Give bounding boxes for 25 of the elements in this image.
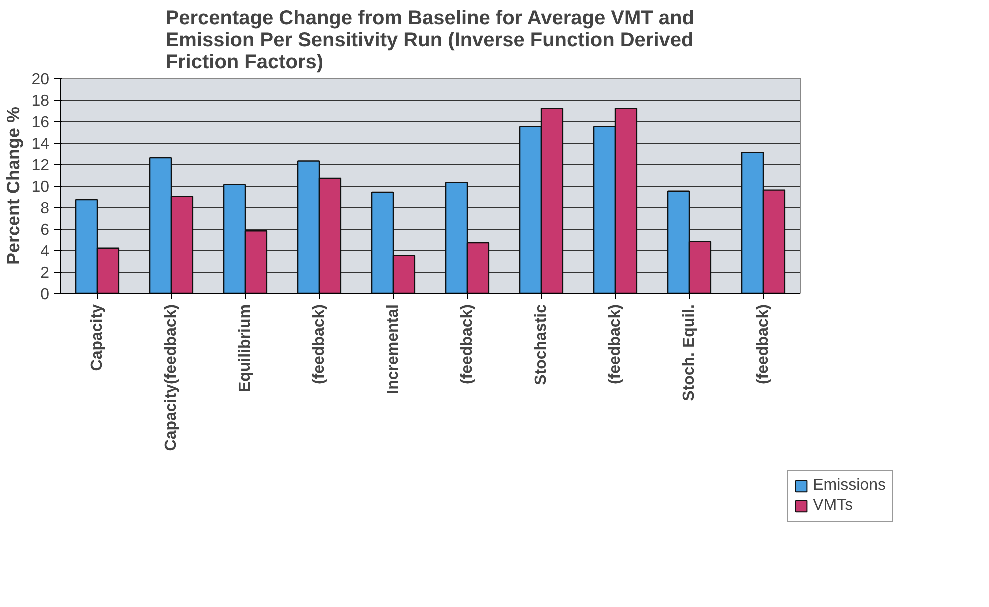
y-tick-label: 2	[40, 265, 50, 282]
legend-label: VMTs	[813, 497, 854, 515]
x-tick-label: (feedback)	[755, 304, 772, 385]
y-tick-label: 14	[32, 136, 50, 153]
y-tick-label: 8	[40, 200, 50, 218]
x-tick-label: Capacity	[89, 304, 106, 372]
x-tick-label: Equilibrium	[237, 304, 254, 392]
y-axis-title: Percent Change %	[4, 106, 24, 266]
y-tick-label: 0	[40, 286, 50, 304]
chart-title: Percentage Change from Baseline for Average VMT and Emission Per Sensitivity Run (Inverse Function Derived Friction Factors)	[166, 8, 694, 74]
y-tick-label: 6	[40, 222, 50, 239]
x-tick-label: Stochastic	[533, 304, 550, 386]
y-tick-label: 10	[32, 179, 50, 196]
x-tick-label: (feedback)	[311, 304, 328, 385]
x-tick-label: Capacity(feedback)	[163, 304, 180, 452]
x-tick-label: Incremental	[385, 304, 402, 394]
y-tick-label: 16	[32, 114, 50, 132]
legend-label: Emissions	[813, 477, 886, 495]
y-tick-label: 18	[32, 93, 50, 110]
y-tick-label: 4	[40, 244, 50, 260]
y-tick-label: 20	[32, 72, 50, 88]
x-tick-label: (feedback)	[607, 304, 624, 385]
x-tick-label: Stoch. Equil.	[681, 304, 698, 402]
x-tick-label: (feedback)	[459, 304, 476, 385]
y-tick-label: 12	[32, 158, 50, 174]
